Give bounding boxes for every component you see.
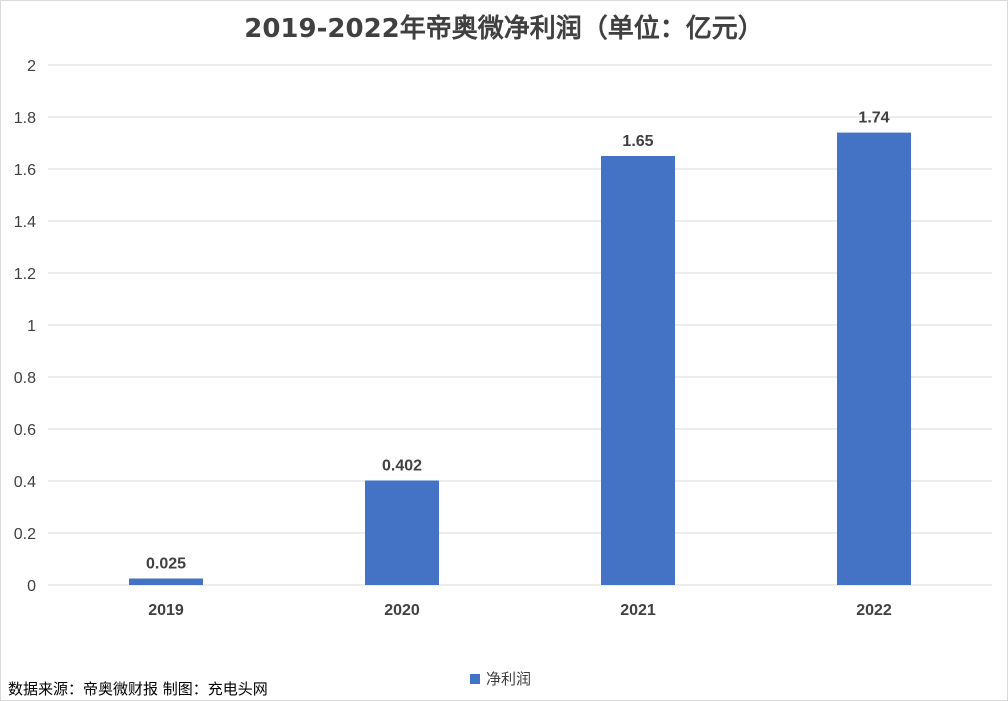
legend-label-net-profit: 净利润 [486,670,532,688]
bar-2020 [365,480,439,585]
x-tick-label: 2020 [384,602,420,619]
source-note: 数据来源：帝奥微财报 制图：充电头网 [8,680,268,698]
y-tick-label: 0.4 [14,474,36,491]
bar-2019 [129,578,203,585]
y-tick-label: 0.6 [14,422,36,439]
data-label: 0.025 [146,556,186,573]
y-tick-label: 0 [27,578,36,595]
x-tick-label: 2019 [148,602,184,619]
y-tick-label: 1.8 [14,110,36,127]
chart-title: 2019-2022年帝奥微净利润（单位：亿元） [244,14,764,44]
bar-2022 [837,132,911,585]
data-label: 0.402 [382,457,422,474]
y-tick-label: 0.8 [14,370,36,387]
data-label: 1.74 [858,110,889,127]
y-tick-label: 1.2 [14,266,36,283]
y-tick-label: 1.4 [14,214,36,231]
y-tick-label: 1 [27,318,36,335]
y-tick-label: 0.2 [14,526,36,543]
bar-2021 [601,156,675,585]
legend: 净利润 [470,668,531,689]
y-tick-label: 1.6 [14,162,36,179]
x-tick-label: 2022 [856,602,892,619]
y-tick-label: 2 [27,58,36,75]
x-tick-label: 2021 [620,602,656,619]
legend-swatch-net-profit [470,673,480,684]
data-label: 1.65 [622,133,653,150]
